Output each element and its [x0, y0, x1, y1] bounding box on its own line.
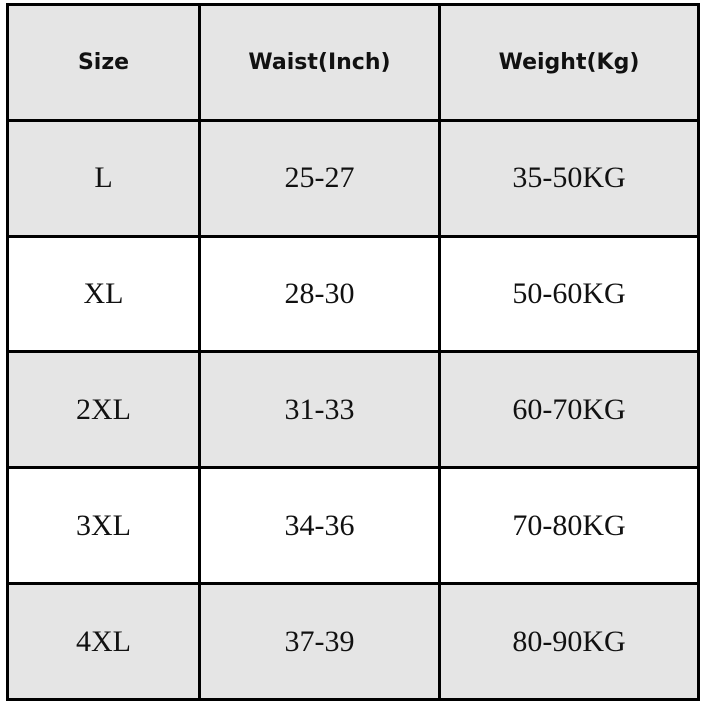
size-cell: 4XL [6, 582, 201, 701]
size-chart-table: Size Waist(Inch) Weight(Kg) L 25-27 35-5… [6, 3, 700, 701]
table-row: XL 28-30 50-60KG [6, 234, 700, 354]
weight-cell: 50-60KG [438, 234, 700, 354]
header-weight: Weight(Kg) [438, 3, 700, 122]
size-cell: XL [6, 234, 201, 354]
header-row: Size Waist(Inch) Weight(Kg) [6, 3, 700, 122]
header-size: Size [6, 3, 201, 122]
waist-cell: 28-30 [198, 234, 441, 354]
weight-cell: 80-90KG [438, 582, 700, 701]
table-row: 2XL 31-33 60-70KG [6, 350, 700, 470]
waist-cell: 25-27 [198, 118, 441, 238]
size-cell: 2XL [6, 350, 201, 470]
weight-cell: 35-50KG [438, 118, 700, 238]
waist-cell: 37-39 [198, 582, 441, 701]
table-row: 3XL 34-36 70-80KG [6, 466, 700, 586]
header-waist: Waist(Inch) [198, 3, 441, 122]
waist-cell: 31-33 [198, 350, 441, 470]
size-cell: 3XL [6, 466, 201, 586]
weight-cell: 70-80KG [438, 466, 700, 586]
table-row: L 25-27 35-50KG [6, 118, 700, 238]
size-cell: L [6, 118, 201, 238]
waist-cell: 34-36 [198, 466, 441, 586]
table-row: 4XL 37-39 80-90KG [6, 582, 700, 701]
weight-cell: 60-70KG [438, 350, 700, 470]
